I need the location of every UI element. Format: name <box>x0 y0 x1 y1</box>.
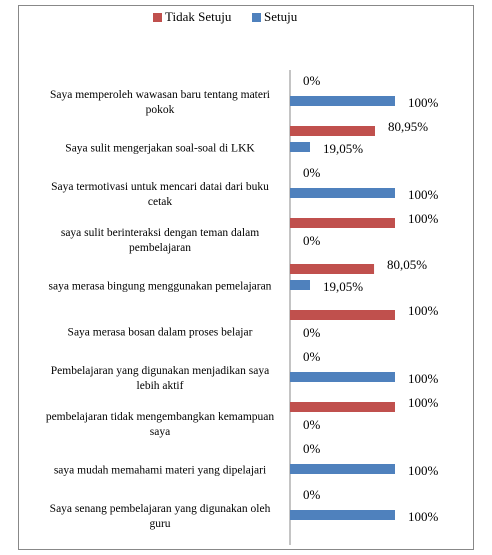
value-label: 0% <box>303 165 321 180</box>
category-label: Saya termotivasi untuk mencari datai dar… <box>51 181 269 208</box>
bar <box>290 310 395 320</box>
value-label: 80,05% <box>387 257 427 272</box>
category-label: Saya merasa bosan dalam proses belajar <box>67 326 253 339</box>
value-label: 0% <box>303 73 321 88</box>
bar <box>290 218 395 228</box>
bar <box>290 464 395 474</box>
value-label: 0% <box>303 417 321 432</box>
bar <box>290 142 311 152</box>
value-label: 100% <box>408 303 439 318</box>
value-label: 100% <box>408 211 439 226</box>
value-label: 80,95% <box>388 119 428 134</box>
bar <box>290 372 395 382</box>
category-label: Saya sulit mengerjakan soal-soal di LKK <box>65 142 255 155</box>
category-label: Pembelajaran yang digunakan menjadikan s… <box>50 365 270 392</box>
bar <box>290 188 395 198</box>
value-label: 0% <box>303 349 321 364</box>
category-label: saya merasa bingung menggunakan pemelaja… <box>48 280 272 293</box>
value-label: 0% <box>303 441 321 456</box>
legend-swatch <box>252 13 261 22</box>
category-label: saya mudah memahami materi yang dipelaja… <box>53 464 267 477</box>
legend-swatch <box>153 13 162 22</box>
bar <box>290 96 395 106</box>
value-label: 19,05% <box>323 279 363 294</box>
value-label: 0% <box>303 487 321 502</box>
category-label: saya sulit berinteraksi dengan teman dal… <box>60 227 260 254</box>
value-label: 0% <box>303 325 321 340</box>
bar <box>290 510 395 520</box>
value-label: 100% <box>408 395 439 410</box>
value-label: 0% <box>303 233 321 248</box>
bar <box>290 126 375 136</box>
legend-label: Setuju <box>264 9 298 24</box>
value-label: 100% <box>408 95 439 110</box>
bar <box>290 402 395 412</box>
category-label: Saya senang pembelajaran yang digunakan … <box>49 503 271 530</box>
category-label: Saya memperoleh wawasan baru tentang mat… <box>49 89 270 116</box>
value-label: 100% <box>408 509 439 524</box>
value-label: 19,05% <box>323 141 363 156</box>
value-label: 100% <box>408 463 439 478</box>
value-label: 100% <box>408 371 439 386</box>
legend-label: Tidak Setuju <box>165 9 232 24</box>
category-label: pembelajaran tidak mengembangkan kemampu… <box>45 411 275 438</box>
value-label: 100% <box>408 187 439 202</box>
bar <box>290 280 311 290</box>
chart-border <box>18 5 474 550</box>
bar <box>290 264 375 274</box>
